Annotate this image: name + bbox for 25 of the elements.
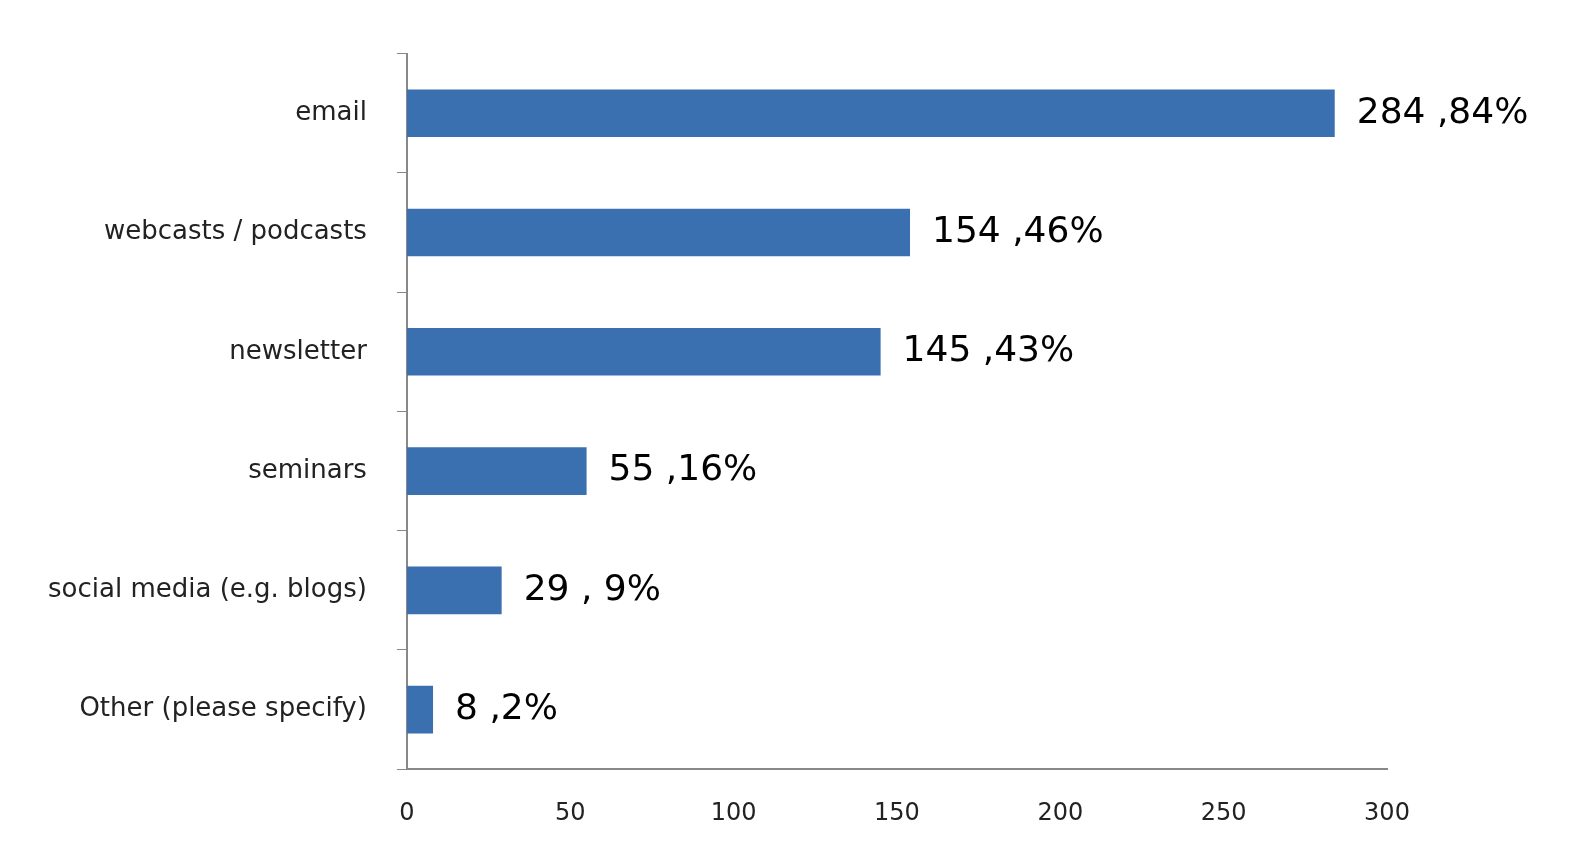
y-tick-label: Other (please specify): [79, 692, 367, 723]
y-tick-label: webcasts / podcasts: [103, 215, 367, 246]
x-tick-label: 50: [554, 797, 586, 826]
bar: [406, 566, 502, 615]
bar: [406, 327, 881, 376]
data-label: 29 , 9%: [523, 566, 661, 608]
data-label: 284 ,84%: [1356, 89, 1529, 131]
data-label: 8 ,2%: [455, 685, 558, 727]
x-tick-label: 100: [710, 797, 757, 826]
x-tick-label: 250: [1200, 797, 1247, 826]
y-tick-label: email: [295, 95, 367, 126]
y-tick-label: social media (e.g. blogs): [48, 573, 367, 604]
y-tick-label: newsletter: [229, 334, 368, 365]
data-label: 154 ,46%: [932, 208, 1104, 250]
x-tick-label: 200: [1037, 797, 1084, 826]
bar: [406, 208, 911, 257]
x-tick-label: 150: [874, 797, 920, 826]
bar: [406, 685, 434, 734]
x-tick-label: 0: [399, 797, 415, 826]
bar: [406, 447, 587, 495]
y-tick-label: seminars: [248, 453, 367, 484]
bar: [406, 89, 1335, 138]
x-tick-label: 300: [1364, 797, 1410, 826]
data-label: 55 ,16%: [608, 447, 758, 489]
data-label: 145 ,43%: [902, 328, 1075, 370]
